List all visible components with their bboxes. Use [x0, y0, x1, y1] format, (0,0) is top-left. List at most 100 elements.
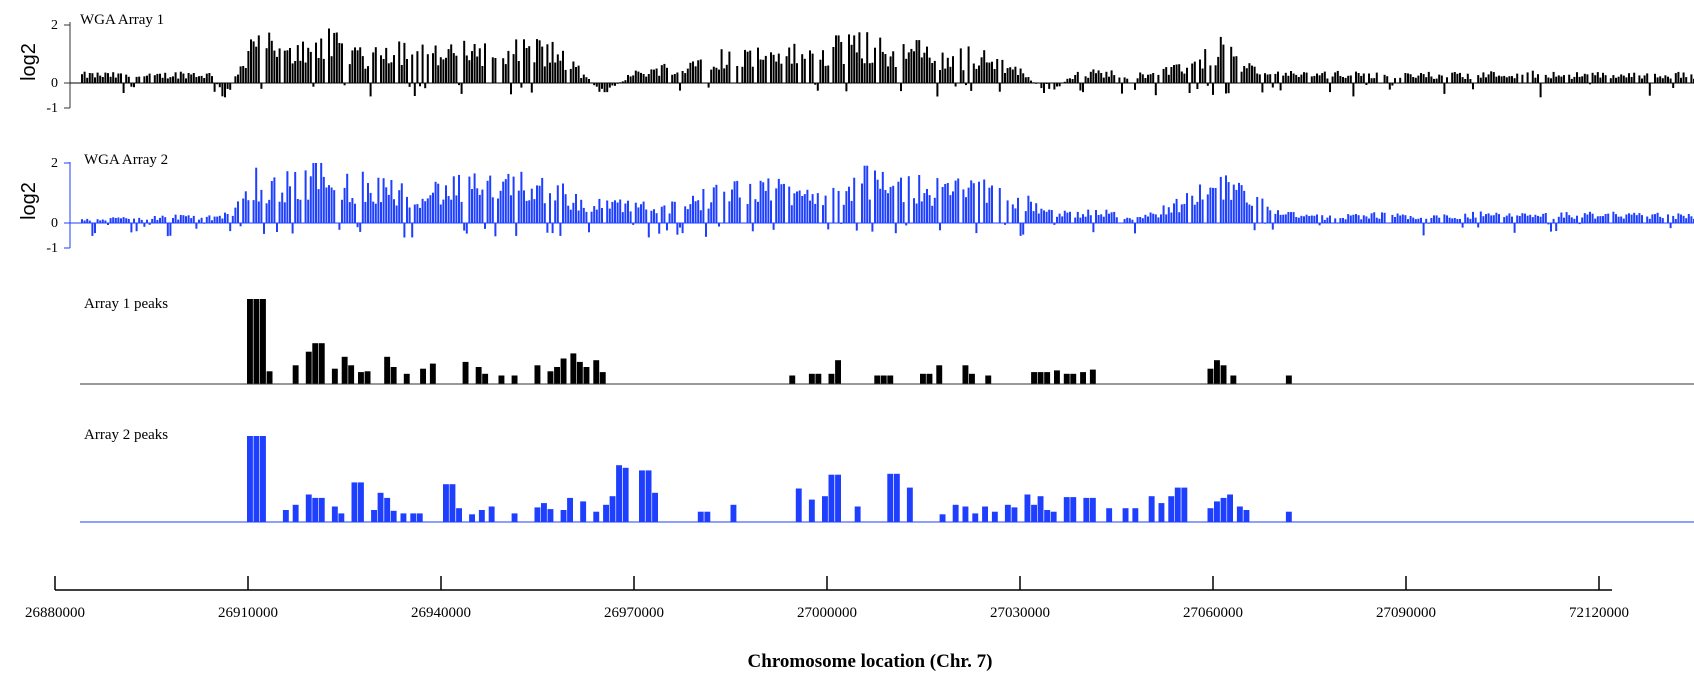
signal-bar-array-1	[94, 77, 96, 83]
signal-bar-array-1	[541, 46, 544, 83]
signal-bar-array-2	[525, 200, 528, 223]
signal-bar-array-2	[182, 215, 185, 223]
signal-bar-array-2	[575, 194, 577, 223]
signal-bar-array-2	[208, 215, 211, 223]
signal-bar-array-1	[1305, 72, 1308, 83]
peak-bar-array-2	[1122, 508, 1129, 522]
signal-bar-array-2	[507, 173, 510, 223]
signal-bar-array-1	[850, 44, 853, 83]
signal-bar-array-1	[452, 53, 455, 83]
signal-bar-array-2	[562, 183, 564, 223]
signal-bar-array-2	[543, 203, 546, 223]
peak-bar-array-2	[1174, 487, 1181, 522]
peak-bar-array-1	[331, 368, 338, 384]
signal-bar-array-1	[1240, 71, 1243, 83]
signal-bar-array-2	[946, 183, 949, 223]
peak-bar-array-2	[511, 513, 518, 522]
signal-bar-array-1	[1193, 61, 1196, 83]
peak-bar-array-1	[1220, 365, 1227, 384]
signal-bar-array-1	[533, 62, 536, 83]
signal-bar-array-1	[478, 48, 481, 83]
signal-bar-array-2	[580, 199, 583, 223]
signal-bar-array-1	[185, 78, 187, 83]
signal-bar-array-1	[172, 76, 174, 83]
signal-bar-array-1	[1604, 75, 1607, 83]
signal-bar-array-2	[642, 201, 645, 223]
signal-bar-array-2	[265, 203, 268, 223]
signal-bar-array-2	[1219, 176, 1222, 223]
signal-bar-array-2	[676, 223, 679, 235]
signal-bar-array-2	[312, 163, 315, 223]
signal-bar-array-1	[156, 73, 159, 83]
signal-bar-array-1	[764, 55, 767, 83]
signal-bar-array-1	[1495, 76, 1498, 83]
signal-bar-array-1	[1399, 77, 1402, 83]
signal-bar-array-1	[1212, 83, 1214, 95]
signal-bar-array-2	[325, 187, 328, 223]
signal-bar-array-1	[640, 72, 642, 83]
signal-bar-array-2	[1157, 217, 1160, 223]
signal-bar-array-1	[926, 46, 928, 83]
signal-bar-array-1	[606, 83, 609, 93]
signal-bar-array-2	[283, 202, 286, 223]
signal-bar-array-2	[1394, 217, 1396, 223]
signal-bar-array-2	[273, 177, 276, 223]
signal-bar-array-1	[1685, 77, 1688, 83]
signal-bar-array-2	[632, 223, 635, 225]
signal-bar-array-2	[923, 193, 926, 223]
signal-bar-array-2	[463, 223, 466, 231]
signal-bar-array-1	[237, 74, 239, 83]
signal-bar-array-1	[588, 79, 590, 83]
signal-bar-array-1	[1147, 74, 1149, 83]
peak-bar-array-2	[1011, 507, 1018, 522]
signal-bar-array-1	[268, 32, 271, 83]
signal-bar-array-2	[421, 198, 424, 223]
signal-bar-array-1	[1344, 77, 1347, 83]
signal-bar-array-2	[471, 189, 473, 223]
signal-bar-array-2	[486, 180, 489, 223]
peak-bar-array-1	[482, 373, 489, 384]
signal-bar-array-2	[1160, 214, 1162, 223]
signal-bar-array-2	[777, 178, 780, 223]
signal-bar-array-2	[1274, 213, 1277, 223]
signal-bar-array-2	[936, 178, 939, 223]
signal-bar-array-2	[1375, 217, 1378, 223]
signal-bar-array-1	[1290, 71, 1292, 83]
signal-bar-array-2	[1089, 215, 1092, 223]
signal-bar-array-2	[1206, 194, 1209, 223]
signal-bar-array-1	[114, 77, 117, 83]
signal-bar-array-2	[1659, 216, 1662, 223]
signal-bar-array-2	[372, 201, 375, 223]
signal-bar-array-2	[101, 219, 104, 223]
signal-bar-array-1	[494, 58, 497, 83]
signal-bar-array-2	[1583, 213, 1586, 223]
signal-bar-array-1	[593, 83, 596, 86]
peak-bar-array-2	[390, 510, 397, 522]
signal-bar-array-2	[1019, 223, 1022, 236]
signal-bar-array-1	[1248, 63, 1251, 83]
peak-bar-array-2	[292, 504, 299, 522]
signal-bar-array-2	[187, 215, 190, 223]
peak-bar-array-2	[541, 503, 547, 522]
signal-bar-array-1	[710, 69, 713, 83]
signal-bar-array-2	[122, 217, 125, 223]
signal-bar-array-2	[801, 196, 804, 223]
signal-bar-array-2	[1175, 198, 1178, 223]
signal-bar-array-2	[1069, 211, 1071, 223]
signal-bar-array-2	[1313, 215, 1316, 223]
signal-bar-array-1	[146, 75, 148, 83]
signal-bar-array-1	[1373, 78, 1376, 83]
signal-bar-array-1	[848, 34, 850, 83]
peak-bar-array-2	[1158, 503, 1165, 522]
signal-bar-array-2	[707, 208, 710, 223]
signal-bar-array-2	[814, 203, 817, 223]
signal-bar-array-1	[380, 55, 382, 83]
signal-bar-array-1	[1178, 64, 1181, 83]
signal-bar-array-1	[491, 57, 494, 83]
peak-bar-array-1	[312, 343, 319, 384]
signal-bar-array-2	[884, 190, 887, 223]
signal-bar-array-1	[1196, 83, 1199, 89]
signal-bar-array-1	[775, 61, 778, 83]
signal-bar-array-1	[1513, 78, 1516, 83]
signal-bar-array-2	[1448, 217, 1451, 223]
